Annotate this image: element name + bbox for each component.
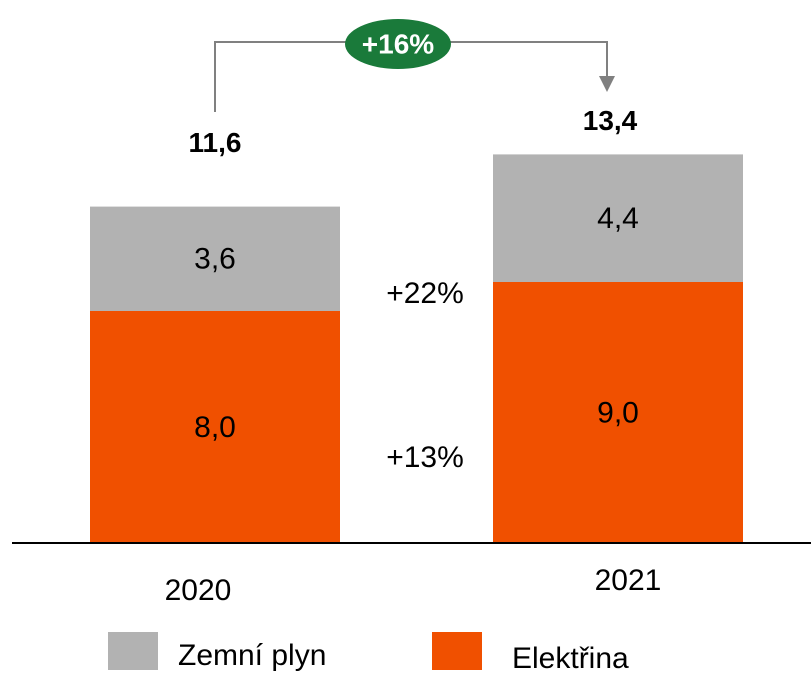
value-label: 3,6 xyxy=(194,243,236,276)
bar-segment xyxy=(493,282,743,543)
total-label: 11,6 xyxy=(189,127,242,158)
legend-swatch xyxy=(432,632,482,670)
value-label: 9,0 xyxy=(597,396,639,429)
total-label: 13,4 xyxy=(583,105,638,136)
value-label: 8,0 xyxy=(194,411,236,444)
annotation: +16% xyxy=(362,28,434,59)
growth-arrow xyxy=(599,76,615,92)
growth-badge xyxy=(345,19,451,69)
x-tick-label: 2020 xyxy=(165,574,232,607)
x-tick-label: 2021 xyxy=(595,564,662,597)
bar-segment xyxy=(90,206,340,311)
legend-label: Zemní plyn xyxy=(178,639,326,672)
value-label: 4,4 xyxy=(597,202,639,235)
annotation: +13% xyxy=(386,441,464,474)
bar-segment xyxy=(90,311,340,543)
legend-label: Elektřina xyxy=(512,642,629,674)
bar-segment xyxy=(493,154,743,282)
annotation: +22% xyxy=(386,277,464,310)
legend-swatch xyxy=(108,632,158,670)
